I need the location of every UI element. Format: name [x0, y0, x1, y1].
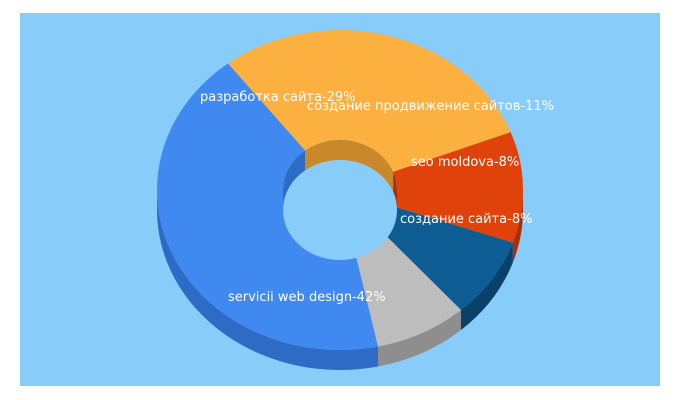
slice-label-razrabotka-saita: разработка сайта-29%	[200, 90, 356, 105]
slice-side-seo-moldova	[460, 242, 513, 331]
donut-depth	[157, 190, 523, 370]
slice-slice-1[interactable]	[228, 30, 511, 172]
slice-side-slice-2	[512, 190, 523, 263]
slice-seo-moldova[interactable]	[377, 206, 513, 311]
slice-label-sozdanie-saita: создание сайта-8%	[400, 212, 532, 227]
slice-label-seo-moldova: seo moldova-8%	[411, 155, 519, 170]
donut-chart: servicii web design-42% разработка сайта…	[157, 30, 554, 370]
slice-slice-4[interactable]	[351, 227, 461, 347]
slice-labels: servicii web design-42% разработка сайта…	[200, 90, 554, 305]
slice-inner-wall-slice-1	[305, 140, 394, 192]
slice-label-servicii-web-design: servicii web design-42%	[228, 290, 386, 305]
donut-hole-opening	[283, 160, 397, 260]
chart-panel: servicii web design-42% разработка сайта…	[20, 13, 660, 386]
slice-inner-wall-slice-2	[393, 171, 398, 210]
donut-top	[157, 30, 524, 350]
slice-servicii-web-design[interactable]	[157, 63, 379, 350]
slice-side-servicii-web-design	[157, 190, 379, 370]
slice-slice-2[interactable]	[393, 132, 524, 243]
donut-hole	[283, 140, 398, 260]
slice-side-slice-4	[378, 310, 461, 367]
slice-inner-wall-servicii-web-design	[283, 150, 306, 210]
slice-label-sozdanie-prodvizhenie: создание продвижение сайтов-11%	[307, 99, 554, 114]
